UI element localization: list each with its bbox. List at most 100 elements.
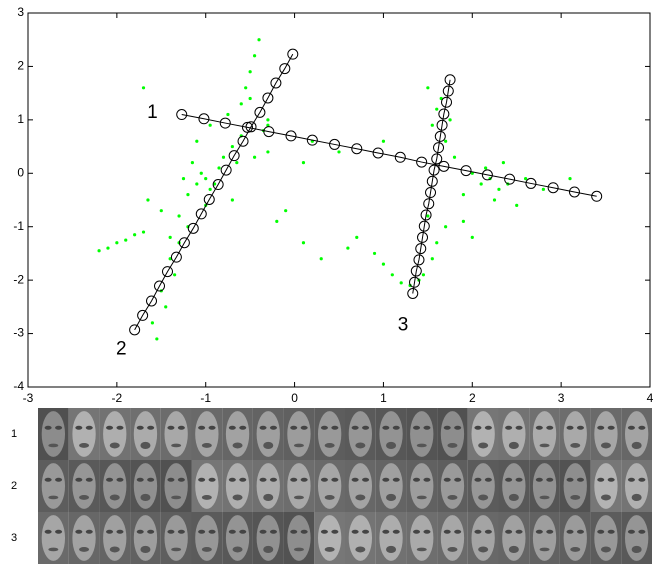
eye: [627, 529, 635, 534]
circle-marker: [279, 63, 291, 75]
point: [381, 139, 386, 143]
mouth: [416, 547, 427, 552]
point: [266, 123, 270, 127]
circle-marker: [441, 96, 453, 108]
face-image: [590, 460, 622, 512]
point: [168, 235, 172, 239]
mouth: [600, 546, 611, 553]
x-tick-label: 0: [291, 391, 298, 405]
point: [501, 161, 505, 165]
mouth: [263, 545, 274, 554]
face-image: [467, 408, 499, 460]
eye: [331, 477, 339, 482]
eye: [259, 425, 267, 430]
face-image: [191, 512, 223, 564]
y-tick-label: 0: [17, 165, 24, 179]
point: [430, 123, 434, 127]
face-image: [130, 408, 161, 460]
face: [164, 463, 188, 509]
face-image: [160, 408, 192, 460]
mouth: [79, 547, 90, 552]
point: [195, 182, 199, 186]
point: [452, 155, 457, 159]
face: [563, 463, 587, 509]
point: [301, 161, 306, 165]
x-tick-label: 4: [647, 391, 654, 405]
eye: [85, 425, 93, 430]
eye: [167, 529, 175, 534]
point: [97, 249, 101, 253]
face-image: [130, 512, 161, 564]
face: [195, 463, 219, 509]
face-image: [375, 460, 407, 512]
face-image: [375, 408, 407, 460]
face-image: [559, 408, 591, 460]
point: [204, 177, 208, 181]
face: [502, 411, 526, 457]
eye: [607, 425, 615, 430]
face-image: [191, 460, 223, 512]
face-image: [68, 460, 100, 512]
face: [103, 515, 127, 561]
point: [181, 177, 186, 181]
point: [426, 86, 430, 90]
circle-marker: [428, 164, 440, 176]
point: [124, 238, 128, 242]
circle-marker: [423, 198, 435, 210]
face: [440, 463, 465, 509]
face-image: [559, 460, 591, 512]
mouth: [140, 493, 151, 502]
eye: [228, 477, 236, 482]
circle-marker: [410, 265, 422, 277]
face: [594, 463, 618, 509]
eye: [627, 425, 635, 430]
circle-marker: [263, 126, 275, 138]
mouth: [508, 493, 519, 502]
eye: [576, 529, 584, 534]
circle-marker: [262, 92, 274, 104]
eye: [474, 529, 482, 534]
eye: [85, 477, 93, 482]
point: [444, 225, 448, 229]
circle-marker: [434, 130, 446, 142]
mouth: [386, 441, 397, 450]
eye: [546, 425, 554, 430]
circle-marker: [438, 160, 450, 172]
eye: [106, 529, 114, 534]
circle-marker: [162, 266, 174, 278]
eye: [443, 529, 451, 534]
face-image: [68, 408, 100, 460]
face: [379, 411, 403, 457]
point: [190, 161, 194, 165]
face: [440, 515, 465, 561]
circle-marker: [394, 151, 406, 163]
point: [195, 139, 199, 143]
eye: [75, 425, 83, 430]
y-tick-label: -1: [13, 219, 24, 233]
point: [248, 70, 252, 74]
curve-line: [134, 53, 294, 331]
point: [479, 182, 483, 186]
eye: [362, 425, 370, 430]
eye: [382, 529, 390, 534]
mouth: [570, 547, 581, 552]
face: [502, 515, 526, 561]
face-image: [590, 408, 622, 460]
eye: [208, 529, 216, 534]
eye: [638, 529, 646, 534]
face: [195, 515, 219, 561]
face: [563, 515, 587, 561]
curve-line: [181, 114, 597, 197]
face-image: [345, 512, 376, 564]
face-image: [38, 512, 69, 564]
eye: [300, 529, 308, 534]
face-image: [160, 512, 192, 564]
point: [355, 235, 359, 239]
eye: [474, 477, 482, 482]
face-image: [252, 408, 284, 460]
eye: [362, 477, 370, 482]
row-label: 3: [11, 532, 17, 544]
eye: [597, 529, 605, 534]
eye: [290, 425, 298, 430]
face: [563, 411, 587, 457]
